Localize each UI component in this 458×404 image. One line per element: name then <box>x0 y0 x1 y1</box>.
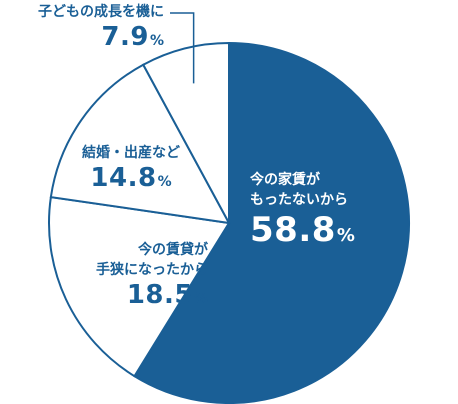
leader-line-child-growth <box>170 12 195 84</box>
label-rent-wasteful-line2: もったないから <box>250 192 348 208</box>
label-cramped-rental-line2: 手狭になったから <box>96 262 208 278</box>
value-rent-wasteful: 58.8 <box>250 210 336 250</box>
unit-rent-wasteful: % <box>336 225 355 246</box>
unit-marriage-birth: % <box>157 174 172 190</box>
unit-child-growth: % <box>149 33 164 49</box>
label-rent-wasteful: 今の家賃が もったないから 58.8% <box>250 170 355 250</box>
label-cramped-rental: 今の賃貸が 手狭になったから 18.5% <box>96 240 208 310</box>
value-marriage-birth: 14.8 <box>90 163 157 193</box>
value-cramped-rental: 18.5 <box>126 280 193 310</box>
slice-marriage-birth <box>49 63 231 225</box>
value-child-growth: 7.9 <box>101 22 149 52</box>
label-rent-wasteful-line1: 今の家賃が <box>250 172 320 188</box>
label-cramped-rental-line1: 今の賃貸が <box>138 242 208 258</box>
unit-cramped-rental: % <box>193 291 208 307</box>
label-marriage-birth: 結婚・出産など 14.8% <box>82 143 180 193</box>
label-child-growth-line1: 子どもの成長を機に <box>38 4 164 20</box>
slice-cramped-rental <box>48 195 231 378</box>
slice-rent-wasteful <box>133 41 410 404</box>
label-child-growth: 子どもの成長を機に 7.9% <box>0 2 164 52</box>
label-marriage-birth-line1: 結婚・出産など <box>82 145 180 161</box>
slice-child-growth <box>141 41 230 224</box>
